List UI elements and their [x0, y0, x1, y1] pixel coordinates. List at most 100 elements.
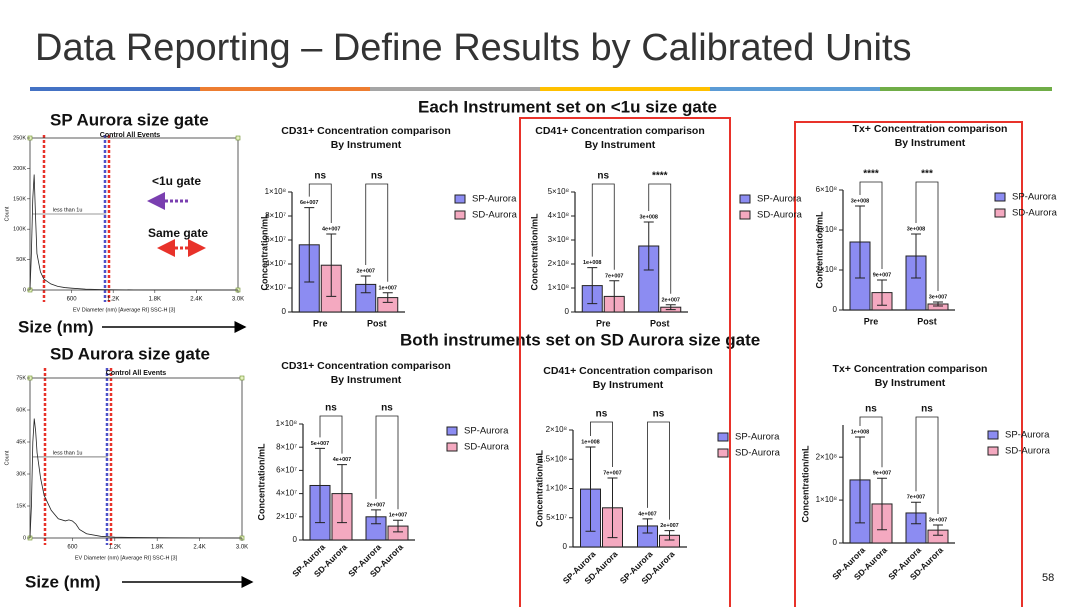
- value-label: 3e+008: [639, 214, 658, 220]
- gate-note: <1u gate: [152, 174, 201, 188]
- significance-bracket: [859, 181, 883, 269]
- legend-label: SP-Aurora: [472, 194, 517, 205]
- histogram-curve: [29, 174, 239, 291]
- error-bar: [642, 518, 653, 534]
- y-tick-label: 8×10⁷: [276, 442, 297, 451]
- y-tick-label: 2×10⁸: [816, 265, 837, 274]
- x-tick-label: 1.2K: [107, 297, 119, 303]
- significance-label: ns: [371, 171, 383, 182]
- y-tick-label: 1×10⁸: [546, 484, 567, 493]
- legend-swatch: [717, 448, 729, 458]
- value-label: 1e+007: [378, 285, 397, 291]
- significance-label: ns: [865, 404, 877, 415]
- sd-heading: SD Aurora size gate: [50, 344, 210, 363]
- y-tick-label: 0: [23, 287, 26, 293]
- significance-bracket: [591, 183, 615, 270]
- y-tick-label: 3×10⁸: [548, 235, 569, 244]
- value-label: 3e+007: [929, 517, 948, 523]
- significance-bracket: [648, 183, 672, 294]
- chart-subtitle: By Instrument: [875, 377, 946, 389]
- chart-title: CD41+ Concentration comparison: [535, 125, 705, 137]
- error-bar: [360, 275, 371, 294]
- y-tick-label: 1.5×10⁸: [539, 454, 567, 463]
- y-tick-label: 4×10⁸: [816, 225, 837, 234]
- value-label: 3e+008: [851, 198, 870, 204]
- gate-lines: [42, 135, 113, 545]
- x-axis-label: EV Diameter (nm) [Average RI] SSC-H [3]: [73, 307, 176, 313]
- bottom-heading: Both instruments set on SD Aurora size g…: [400, 330, 760, 349]
- y-tick-label: 2×10⁷: [265, 283, 286, 292]
- x-tick-label: 3.0K: [232, 297, 244, 303]
- error-bar: [326, 233, 337, 297]
- x-tick-label: 600: [67, 545, 78, 551]
- error-bar: [933, 524, 943, 536]
- error-bar: [877, 477, 887, 531]
- significance-label: ns: [381, 403, 393, 414]
- y-tick-label: 1×10⁸: [276, 419, 297, 428]
- value-label: 3e+007: [929, 294, 948, 300]
- value-label: 7e+007: [605, 273, 624, 279]
- gate-label: less than 1u: [53, 207, 83, 213]
- x-tick-label: Pre: [596, 318, 611, 328]
- hist-title: Control All Events: [100, 132, 161, 139]
- significance-label: ns: [653, 409, 665, 420]
- value-label: 9e+007: [873, 471, 892, 477]
- sp-heading: SP Aurora size gate: [50, 110, 209, 129]
- y-tick-label: 0: [23, 535, 26, 541]
- chart-subtitle: By Instrument: [895, 137, 966, 149]
- y-tick-label: 0: [833, 305, 838, 314]
- same-note: Same gate: [148, 226, 208, 240]
- hist-title: Control All Events: [106, 370, 167, 377]
- legend-swatch: [987, 430, 999, 440]
- significance-label: ns: [596, 409, 608, 420]
- y-tick-label: 2×10⁷: [276, 512, 297, 521]
- x-tick-label: 1.8K: [149, 297, 161, 303]
- legend-swatch: [739, 194, 751, 204]
- accent-bar: [30, 87, 1052, 91]
- y-tick-label: 5×10⁷: [546, 513, 567, 522]
- error-bar: [382, 292, 393, 303]
- gate-label: less than 1u: [53, 450, 83, 456]
- y-tick-label: 30K: [16, 471, 26, 477]
- y-tick-label: 4×10⁷: [276, 489, 297, 498]
- value-label: 4e+007: [322, 226, 341, 232]
- y-tick-label: 150K: [13, 196, 26, 202]
- x-tick-label: Pre: [864, 316, 879, 326]
- y-tick-label: 4×10⁷: [265, 259, 286, 268]
- significance-bracket: [915, 416, 939, 514]
- significance-label: ns: [325, 403, 337, 414]
- error-bar: [371, 509, 381, 525]
- significance-bracket: [915, 181, 939, 291]
- x-tick-label: 1.8K: [151, 545, 163, 551]
- y-tick-label: 45K: [16, 439, 26, 445]
- value-label: 7e+007: [907, 495, 926, 501]
- x-tick-label: Post: [917, 316, 937, 326]
- chart-subtitle: By Instrument: [585, 139, 656, 151]
- y-tick-label: 2×10⁸: [816, 452, 837, 461]
- legend-swatch: [446, 426, 458, 436]
- error-bar: [643, 221, 654, 271]
- y-tick-label: 1×10⁸: [816, 495, 837, 504]
- legend-swatch: [739, 210, 751, 220]
- error-bar: [315, 447, 325, 524]
- y-tick-label: 4×10⁸: [548, 211, 569, 220]
- size-label: Size (nm): [25, 572, 101, 591]
- value-label: 2e+007: [367, 502, 386, 508]
- size-label: Size (nm): [18, 317, 94, 336]
- legend-swatch: [446, 442, 458, 452]
- x-axis-label: EV Diameter (nm) [Average RI] SSC-H [3]: [75, 555, 178, 561]
- error-bar: [665, 304, 676, 311]
- legend-swatch: [717, 432, 729, 442]
- significance-label: ns: [314, 171, 326, 182]
- value-label: 1e+007: [389, 513, 408, 519]
- error-bar: [585, 446, 596, 532]
- y-tick-label: 1×10⁸: [265, 187, 286, 196]
- x-tick-label: 3.0K: [236, 545, 248, 551]
- chart-subtitle: By Instrument: [331, 374, 402, 386]
- error-bar: [911, 233, 921, 279]
- value-label: 7e+007: [603, 470, 622, 476]
- error-bar: [607, 477, 618, 539]
- legend-swatch: [994, 208, 1006, 218]
- error-bar: [933, 301, 943, 307]
- legend-label: SD-Aurora: [1012, 208, 1058, 219]
